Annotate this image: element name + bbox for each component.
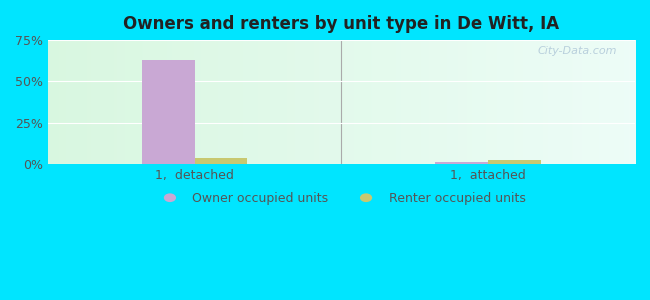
Bar	[194, 158, 248, 164]
Bar	[488, 160, 541, 164]
Legend: Owner occupied units, Renter occupied units: Owner occupied units, Renter occupied un…	[153, 187, 530, 210]
Title: Owners and renters by unit type in De Witt, IA: Owners and renters by unit type in De Wi…	[124, 15, 560, 33]
Bar	[436, 162, 488, 164]
Bar	[142, 60, 194, 164]
Text: City-Data.com: City-Data.com	[538, 46, 617, 56]
